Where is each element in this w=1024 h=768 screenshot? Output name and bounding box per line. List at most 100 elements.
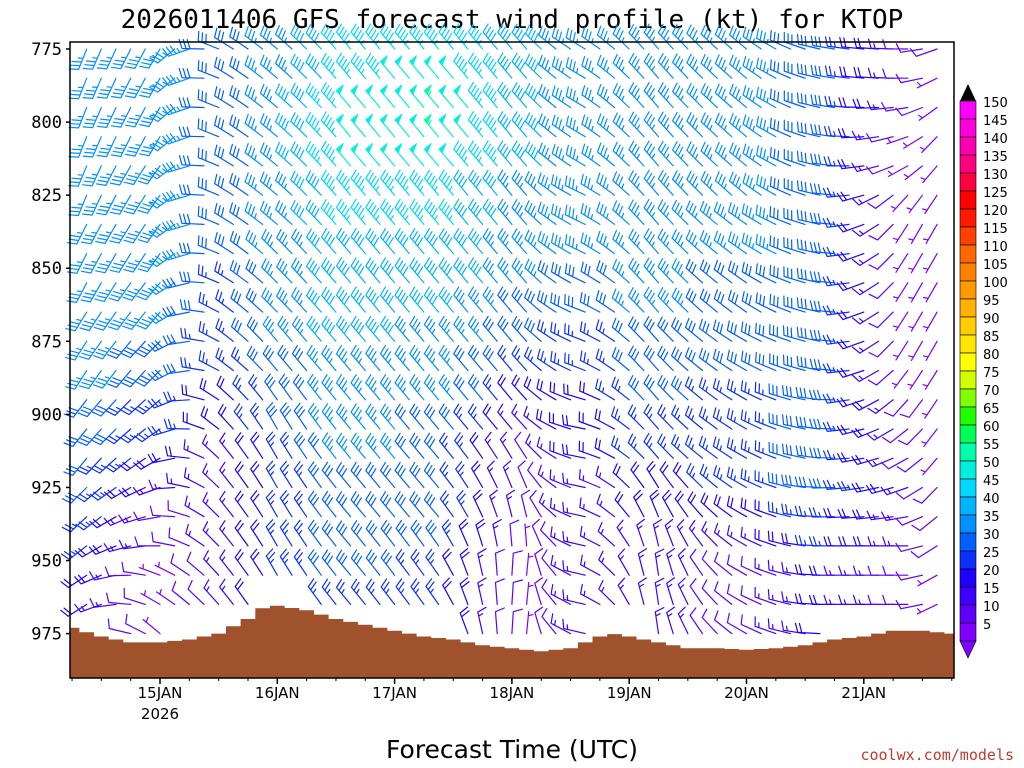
wind-barb — [276, 258, 293, 284]
wind-barb — [154, 561, 176, 576]
wind-barb — [892, 282, 909, 302]
wind-barb — [472, 489, 484, 518]
wind-barb — [90, 457, 117, 474]
wind-barb-flag — [379, 113, 388, 125]
chart-title: 2026011406 GFS forecast wind profile (kt… — [121, 5, 904, 35]
wind-barb — [135, 340, 161, 358]
wind-barb — [630, 461, 645, 489]
wind-barb — [109, 223, 132, 244]
wind-barb — [409, 257, 425, 284]
wind-barb — [729, 54, 748, 79]
wind-barb — [596, 260, 616, 284]
wind-barb — [497, 169, 513, 196]
wind-barb — [93, 369, 117, 389]
wind-barb — [321, 490, 337, 518]
wind-barb — [836, 281, 865, 291]
wind-barb — [783, 90, 806, 109]
wind-barb — [511, 316, 528, 342]
wind-barb — [713, 201, 733, 225]
wind-barb — [767, 559, 792, 576]
wind-barb — [756, 145, 777, 167]
wind-barb — [277, 315, 293, 342]
wind-barb — [178, 38, 205, 50]
wind-barb — [168, 527, 190, 547]
wind-barb — [181, 384, 205, 401]
wind-barb — [394, 315, 410, 342]
wind-barb — [687, 491, 704, 518]
wind-barb — [89, 598, 117, 608]
wind-barb — [794, 505, 821, 518]
wind-barb — [423, 461, 440, 489]
wind-barb — [305, 24, 322, 50]
wind-barb-flag — [394, 84, 403, 96]
wind-barb — [726, 378, 748, 401]
wind-barb — [892, 340, 909, 361]
wind-barb — [810, 64, 836, 79]
wind-barb — [497, 257, 513, 284]
colorbar-swatch — [959, 514, 977, 534]
wind-barb — [781, 503, 806, 518]
wind-barb — [307, 490, 322, 518]
wind-barb — [162, 363, 190, 375]
wind-barb — [823, 450, 850, 461]
wind-barb — [561, 443, 586, 459]
wind-barb — [551, 114, 572, 138]
wind-barb — [425, 519, 440, 547]
wind-barb — [350, 432, 366, 459]
wind-barb — [657, 23, 674, 50]
wind-barb — [82, 106, 102, 129]
wind-barb — [121, 369, 146, 388]
wind-barb — [409, 198, 425, 225]
wind-barb — [537, 260, 557, 284]
wind-barb — [198, 321, 220, 342]
wind-barb — [279, 519, 293, 547]
wind-barb — [822, 393, 850, 404]
wind-barb — [524, 83, 542, 109]
wind-barb — [365, 257, 381, 284]
wind-barb — [617, 577, 630, 605]
wind-barb — [756, 116, 777, 138]
wind-barb — [698, 406, 718, 430]
wind-barb — [171, 581, 190, 605]
wind-barb — [742, 114, 762, 138]
wind-barb — [202, 521, 220, 547]
wind-barb — [595, 290, 616, 313]
wind-barb — [229, 202, 249, 225]
wind-barb — [769, 324, 792, 342]
wind-barb — [68, 106, 88, 129]
wind-barb — [350, 549, 366, 576]
wind-barb — [769, 30, 792, 50]
wind-barb — [149, 48, 176, 64]
wind-barb — [649, 489, 660, 518]
wind-barb — [350, 403, 366, 430]
wind-barb — [714, 112, 733, 138]
wind-barb — [671, 375, 689, 401]
wind-barb — [740, 555, 762, 576]
wind-barb — [595, 378, 616, 401]
wind-barb — [453, 286, 469, 313]
wind-barb — [783, 119, 806, 138]
wind-barb — [139, 106, 161, 128]
wind-barb — [767, 501, 792, 518]
wind-barb — [536, 290, 557, 313]
colorbar-swatch — [959, 118, 977, 138]
wind-barb — [809, 329, 836, 342]
colorbar-label: 20 — [983, 564, 1000, 579]
wind-barb — [482, 403, 498, 430]
wind-barb — [307, 578, 322, 605]
wind-barb — [259, 83, 278, 109]
wind-barb-flag — [453, 84, 462, 96]
wind-barb — [895, 486, 923, 500]
wind-barb — [713, 259, 733, 284]
wind-barb — [880, 486, 909, 496]
wind-barb — [726, 437, 748, 459]
wind-barb — [756, 86, 777, 109]
wind-barb — [781, 474, 806, 489]
wind-barb — [824, 65, 850, 79]
wind-barb — [657, 170, 674, 196]
wind-barb — [524, 317, 542, 342]
colorbar-bottom-arrow — [959, 640, 977, 659]
wind-barb — [110, 106, 132, 128]
wind-barb — [729, 83, 748, 109]
